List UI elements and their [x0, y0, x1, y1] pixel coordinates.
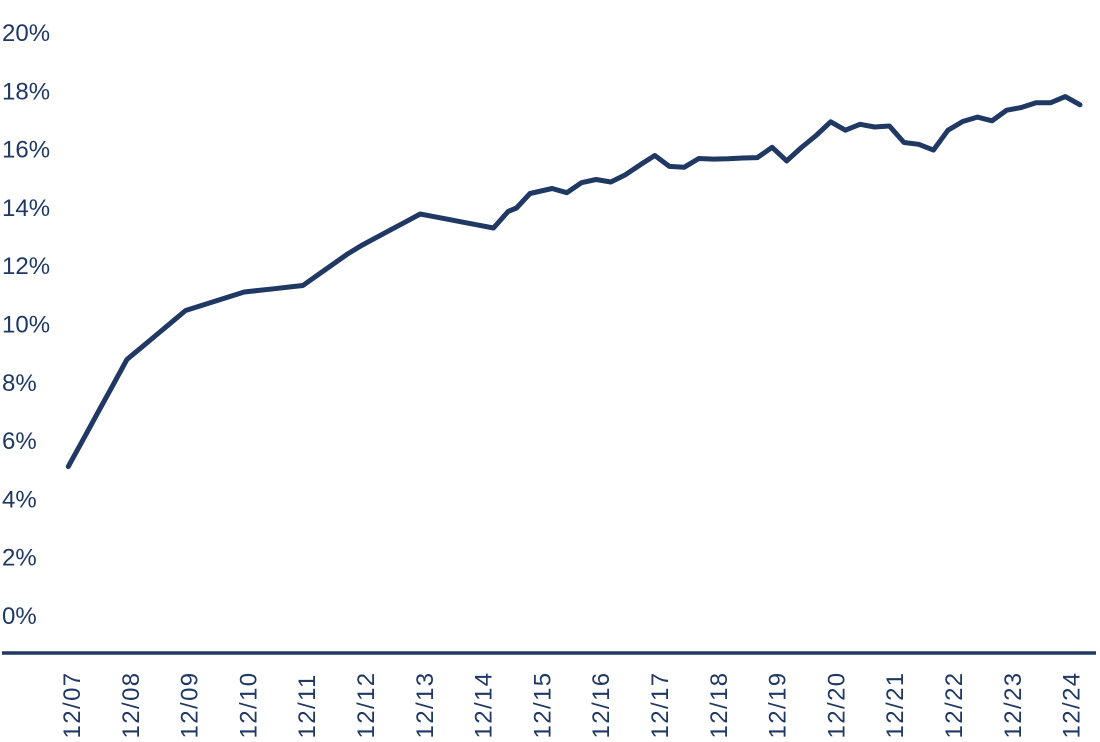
svg-text:12/08: 12/08: [118, 671, 145, 738]
svg-text:12/22: 12/22: [941, 671, 968, 738]
svg-text:12/11: 12/11: [294, 673, 321, 738]
svg-text:12/18: 12/18: [706, 671, 733, 738]
svg-text:12/23: 12/23: [1000, 671, 1027, 738]
svg-text:12/24: 12/24: [1059, 671, 1086, 738]
svg-text:14%: 14%: [2, 195, 50, 222]
svg-text:8%: 8%: [2, 370, 37, 397]
svg-text:6%: 6%: [2, 428, 37, 455]
svg-text:12/17: 12/17: [647, 671, 674, 738]
svg-text:4%: 4%: [2, 486, 37, 513]
svg-text:12/16: 12/16: [588, 671, 615, 738]
svg-text:20%: 20%: [2, 20, 50, 47]
svg-text:12/13: 12/13: [412, 671, 439, 738]
svg-text:12/09: 12/09: [177, 671, 204, 738]
svg-text:18%: 18%: [2, 78, 50, 105]
svg-text:12/20: 12/20: [823, 671, 850, 738]
svg-text:12/15: 12/15: [529, 671, 556, 738]
svg-text:2%: 2%: [2, 545, 37, 572]
svg-text:12/19: 12/19: [765, 671, 792, 738]
svg-text:12/14: 12/14: [471, 671, 498, 738]
svg-text:0%: 0%: [2, 603, 37, 630]
svg-text:12/10: 12/10: [235, 671, 262, 738]
svg-text:16%: 16%: [2, 137, 50, 164]
svg-text:12%: 12%: [2, 253, 50, 280]
svg-text:12/21: 12/21: [882, 671, 909, 738]
svg-text:10%: 10%: [2, 312, 50, 339]
svg-text:12/07: 12/07: [59, 671, 86, 738]
svg-text:12/12: 12/12: [353, 671, 380, 738]
